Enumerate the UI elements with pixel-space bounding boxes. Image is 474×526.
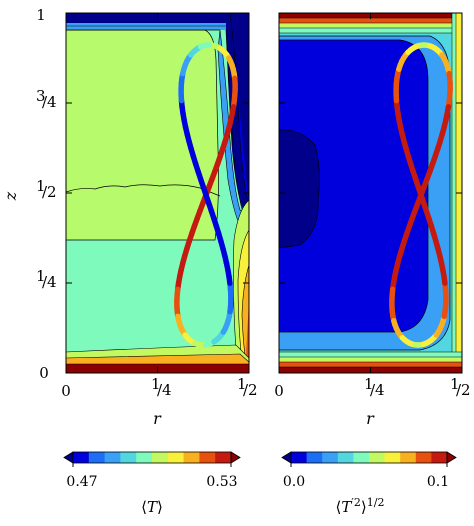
left-colorbar-swatch (104, 452, 121, 463)
left-colorbar-swatch (88, 452, 106, 463)
left-colorbar (63, 451, 241, 467)
left-colorbar-frame (72, 451, 232, 464)
right-colorbar-swatch (369, 452, 386, 463)
svg-text:⟨T′2⟩1/2: ⟨T′2⟩1/2 (336, 496, 385, 516)
right-panel-rms-temperature (279, 13, 462, 373)
right-colorbar (281, 451, 457, 467)
right-x-axis-label: r (366, 409, 375, 428)
left-loop-trajectory (174, 42, 238, 348)
svg-text:1: 1 (36, 177, 46, 195)
y-tick-1: 1 (36, 6, 46, 24)
y-tick-0: 0 (39, 364, 49, 382)
right-x-tick-0: 0 (274, 382, 284, 400)
right-colorbar-extend-high (446, 451, 457, 464)
y-tick-1-2: 1 /2 (36, 177, 57, 201)
svg-text:/2: /2 (42, 183, 57, 201)
left-colorbar-swatch (199, 452, 216, 463)
right-colorbar-swatch (400, 452, 417, 463)
svg-text:1: 1 (36, 267, 46, 285)
right-colorbar-extend-low (281, 451, 292, 464)
left-colorbar-extend-high (230, 451, 241, 464)
left-colorbar-label: ⟨T⟩ (141, 498, 163, 516)
right-colorbar-swatch (291, 452, 308, 463)
svg-text:/4: /4 (42, 273, 57, 291)
svg-text:/4: /4 (157, 381, 172, 399)
left-colorbar-swatch (215, 452, 232, 463)
svg-text:3: 3 (36, 87, 46, 105)
left-colorbar-swatch (136, 452, 153, 463)
left-x-tick-1-4: 1 /4 (151, 375, 172, 399)
svg-text:/4: /4 (370, 381, 385, 399)
svg-text:⟨T⟩: ⟨T⟩ (141, 498, 163, 516)
left-x-tick-1-2: 1 /2 (237, 375, 258, 399)
left-colorbar-min: 0.47 (66, 474, 97, 490)
left-x-axis-label: r (153, 409, 162, 428)
svg-text:1: 1 (450, 375, 460, 393)
right-colorbar-swatch (322, 452, 339, 463)
left-colorbar-swatch (152, 452, 169, 463)
svg-text:/2: /2 (456, 381, 471, 399)
right-x-tick-1-2: 1 /2 (450, 375, 471, 399)
left-colorbar-swatch (73, 452, 90, 463)
svg-text:1: 1 (151, 375, 161, 393)
left-colorbar-extend-low (63, 451, 74, 464)
svg-text:/4: /4 (42, 93, 57, 111)
left-panel-mean-temperature (66, 13, 249, 373)
left-x-tick-0: 0 (61, 382, 71, 400)
right-colorbar-frame (290, 451, 448, 464)
y-tick-1-4: 1 /4 (36, 267, 57, 291)
right-x-tick-1-4: 1 /4 (364, 375, 385, 399)
right-colorbar-max: 0.1 (427, 474, 449, 490)
left-colorbar-max: 0.53 (206, 474, 237, 490)
left-colorbar-swatch (183, 452, 200, 463)
left-colorbar-swatch (120, 452, 137, 463)
left-colorbar-swatch (167, 452, 185, 463)
right-colorbar-swatch (415, 452, 432, 463)
right-loop-trajectory (389, 42, 453, 348)
svg-text:/2: /2 (243, 381, 258, 399)
right-colorbar-swatch (431, 452, 448, 463)
right-colorbar-label: ⟨T′2⟩1/2 (336, 496, 385, 516)
y-axis-label: z (1, 191, 20, 201)
right-colorbar-swatch (337, 452, 354, 463)
y-tick-3-4: 3 /4 (36, 87, 57, 111)
right-colorbar-swatch (306, 452, 323, 463)
right-colorbar-min: 0.0 (283, 474, 305, 490)
right-colorbar-swatch (384, 452, 401, 463)
svg-text:1: 1 (364, 375, 374, 393)
svg-text:1: 1 (237, 375, 247, 393)
right-colorbar-swatch (353, 452, 370, 463)
axis-ticks (65, 12, 463, 374)
